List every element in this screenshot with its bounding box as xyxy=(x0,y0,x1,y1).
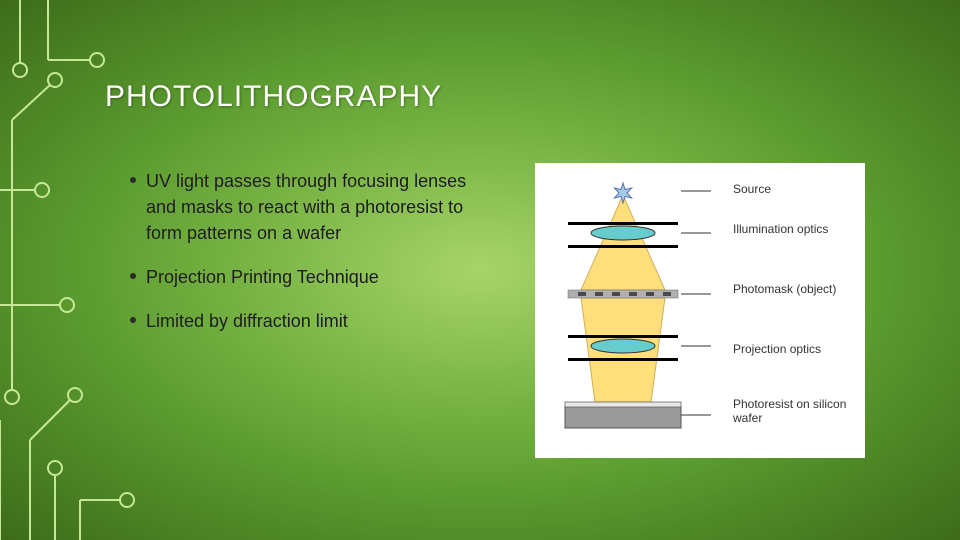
bullet-item: Limited by diffraction limit xyxy=(130,308,500,334)
bullet-dot-icon xyxy=(130,177,136,183)
bullet-text: Projection Printing Technique xyxy=(146,264,379,290)
bullet-item: UV light passes through focusing lenses … xyxy=(130,168,500,246)
bullet-text: UV light passes through focusing lenses … xyxy=(146,168,500,246)
bullet-list: UV light passes through focusing lenses … xyxy=(130,168,500,352)
diagram-label: Source xyxy=(733,183,771,197)
bullet-text: Limited by diffraction limit xyxy=(146,308,348,334)
slide-title: PHOTOLITHOGRAPHY xyxy=(105,80,442,114)
bullet-dot-icon xyxy=(130,317,136,323)
diagram-label: Illumination optics xyxy=(733,223,828,237)
photolithography-diagram: Source Illumination optics Photomask (obje… xyxy=(535,163,865,458)
diagram-illustration xyxy=(553,177,713,437)
bullet-dot-icon xyxy=(130,273,136,279)
diagram-label: Projection optics xyxy=(733,343,821,357)
diagram-label: Photomask (object) xyxy=(733,283,836,297)
diagram-label: Photoresist on silicon wafer xyxy=(733,398,853,426)
bullet-item: Projection Printing Technique xyxy=(130,264,500,290)
